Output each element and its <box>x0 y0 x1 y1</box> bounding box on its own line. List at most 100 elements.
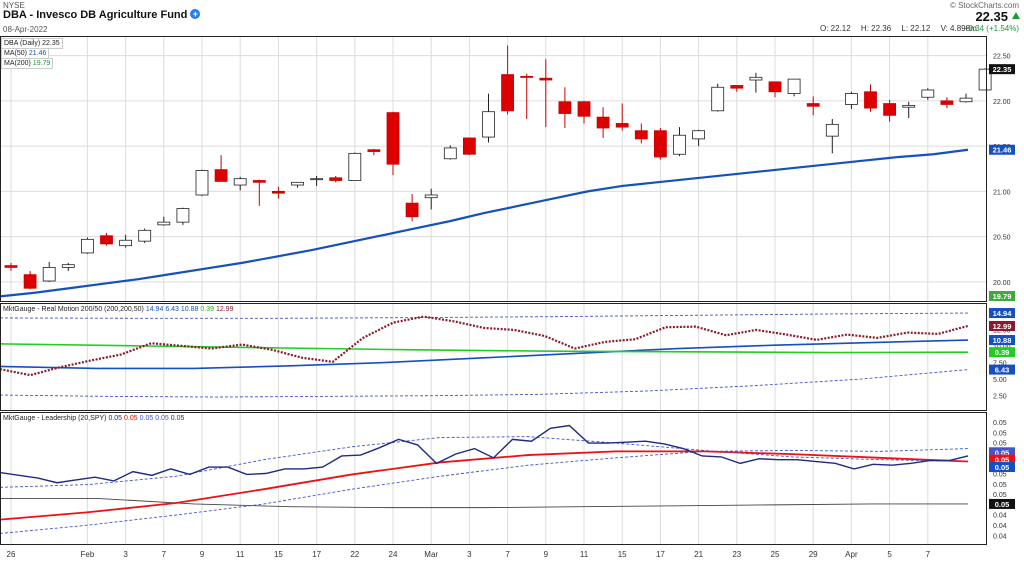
x-tick-label: 9 <box>200 550 205 559</box>
candle-body <box>577 101 591 117</box>
rm-y-tick-label: 7.50 <box>993 360 1007 367</box>
y-tick-label: 21.00 <box>993 189 1011 196</box>
add-plus-icon[interactable]: + <box>190 9 201 19</box>
legend-ma50-value: 21.46 <box>28 50 47 57</box>
candle-body <box>176 208 190 223</box>
lead-value-tag-bg <box>989 462 1015 473</box>
lead-y-tick-label: 0.04 <box>993 533 1007 540</box>
lead-series-line <box>0 448 969 534</box>
price-panel <box>0 45 992 298</box>
lead-y-tick-label: 0.05 <box>993 492 1007 499</box>
open-value: O: 22.12 <box>820 24 851 33</box>
rm-value-tag-bg <box>989 321 1015 332</box>
chart-title-text: DBA - Invesco DB Agriculture Fund <box>3 9 188 21</box>
panel-frame <box>0 412 987 545</box>
x-tick-label: 26 <box>7 550 16 559</box>
x-tick-label: 11 <box>580 550 589 559</box>
panel-frames <box>0 36 987 545</box>
candle-body <box>157 221 171 226</box>
x-tick-label: 7 <box>162 550 167 559</box>
y-tick-label: 22.50 <box>993 54 1011 61</box>
lead-title: MktGauge - Leadership (20,SPY) <box>3 415 107 422</box>
lead-value-tag: 0.05 <box>995 456 1010 465</box>
ma50-tag-bg <box>989 144 1015 155</box>
candle-body <box>61 264 75 268</box>
lead-v3: 0.05 <box>139 415 154 422</box>
rm-v5: 12.99 <box>215 306 234 313</box>
leadership-panel <box>0 424 969 534</box>
rm-value-tag-bg <box>989 347 1015 358</box>
rm-legend: MktGauge - Real Motion 200/50 (200,200,5… <box>3 306 234 313</box>
candle-body <box>42 267 56 282</box>
x-tick-label: Mar <box>424 550 438 559</box>
low-value: L: 22.12 <box>901 24 931 33</box>
lead-v4: 0.05 <box>155 415 169 422</box>
candle-body <box>138 229 152 242</box>
axes-labels: 26 Feb 3 7 9 11 15 17 22 24 Mar 3 7 9 11 15 17 21 23 25 29 Ap… <box>7 54 1015 559</box>
rm-series-line <box>0 312 969 319</box>
ohlc-readout: O: 22.12 H: 22.36 L: 22.12 V: 4.898m <box>820 24 985 33</box>
x-tick-label: 15 <box>274 550 283 559</box>
legend-ma200: MA(200) 19.79 <box>1 58 54 69</box>
candle-body <box>883 103 896 116</box>
x-tick-label: 5 <box>887 550 892 559</box>
candle-body <box>558 101 572 114</box>
last-price: 22.35 <box>975 9 1008 24</box>
candle-body <box>978 68 992 91</box>
grid-lines <box>0 36 987 545</box>
lead-series-line <box>0 436 969 488</box>
stockcharts-credit: © StockCharts.com <box>949 1 1019 10</box>
x-tick-label: Feb <box>81 550 95 559</box>
rm-y-tick-label: 5.00 <box>993 377 1007 384</box>
last-price-tag-bg <box>989 64 1015 75</box>
candle-body <box>615 123 629 128</box>
chart-title: DBA - Invesco DB Agriculture Fund + <box>3 9 201 21</box>
candle-body <box>959 97 973 103</box>
volume-value: V: 4.898m <box>940 24 977 33</box>
lead-series-line <box>0 497 968 509</box>
candle-body <box>424 194 438 199</box>
x-tick-label: 25 <box>771 550 780 559</box>
candle-body <box>825 123 839 137</box>
candle-body <box>596 116 610 129</box>
lead-y-tick-label: 0.05 <box>993 420 1007 427</box>
price-change: +0.34 (+1.54%) <box>963 24 1019 33</box>
rm-series-line <box>0 369 969 398</box>
lead-y-tick-label: 0.04 <box>993 523 1007 530</box>
candle-body <box>233 178 247 186</box>
x-tick-label: 15 <box>618 550 627 559</box>
x-tick-label: 7 <box>926 550 931 559</box>
ma50-tag: 21.46 <box>993 146 1012 155</box>
rm-value-tag: 6.43 <box>995 366 1010 375</box>
lead-y-tick-label: 0.05 <box>993 472 1007 479</box>
x-tick-label: 23 <box>732 550 741 559</box>
rm-title: MktGauge - Real Motion 200/50 (200,200,5… <box>3 306 144 313</box>
candle-body <box>214 169 228 182</box>
candle-body <box>271 190 285 194</box>
ma50-line <box>0 148 969 298</box>
candle-body <box>386 112 400 165</box>
x-tick-label: 17 <box>656 550 665 559</box>
y-tick-label: 20.50 <box>993 235 1011 242</box>
lead-value-tag: 0.05 <box>995 448 1010 457</box>
candle-body <box>443 147 457 160</box>
x-tick-label: 7 <box>505 550 510 559</box>
rm-value-tag: 0.39 <box>995 348 1010 357</box>
high-value: H: 22.36 <box>860 24 892 33</box>
candle-body <box>539 77 553 81</box>
lead-y-tick-label: 0.04 <box>993 513 1007 520</box>
rm-value-tag-bg <box>989 364 1015 375</box>
rm-v1: 14.94 <box>145 306 164 313</box>
legend-dba-text: DBA (Daily) 22.35 <box>4 40 60 47</box>
rm-v3: 10.88 <box>180 306 199 313</box>
candle-body <box>23 274 37 289</box>
candle-body <box>119 239 132 247</box>
x-tick-label: 11 <box>236 550 245 559</box>
lead-series-line <box>0 450 969 521</box>
lead-value-tag: 0.05 <box>995 463 1010 472</box>
lead-y-tick-label: 0.05 <box>993 441 1007 448</box>
candle-body <box>787 78 801 95</box>
x-tick-label: 24 <box>389 550 398 559</box>
rm-value-tag: 10.88 <box>993 336 1012 345</box>
